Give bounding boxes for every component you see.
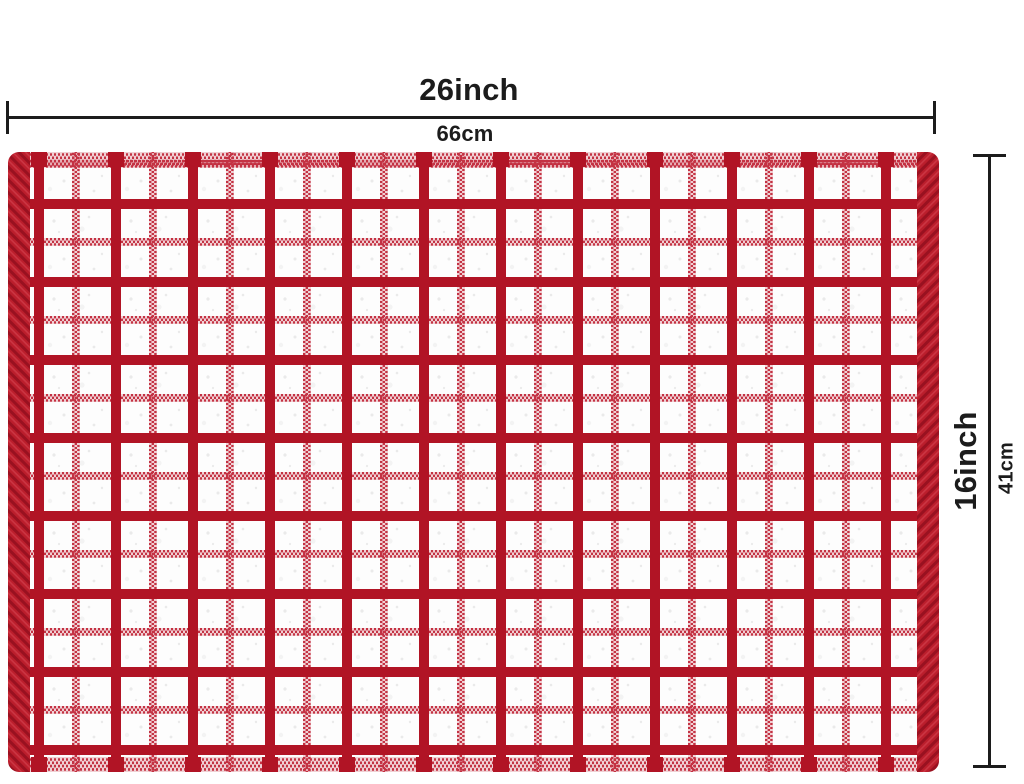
towel-right-selvage — [917, 152, 939, 772]
height-dimension-label-cm: 41cm — [995, 442, 1018, 494]
width-dimension-end-cap-right — [933, 101, 936, 134]
towel-bottom-hem — [30, 757, 917, 772]
height-dimension-end-cap-top — [973, 154, 1006, 157]
height-dimension-line — [988, 154, 991, 768]
towel-left-selvage — [8, 152, 30, 772]
width-dimension-label-inch: 26inch — [419, 72, 519, 107]
towel-checkered-pattern — [8, 152, 939, 772]
width-dimension-line — [7, 116, 935, 119]
towel-top-hem — [30, 152, 917, 167]
height-dimension-label-inch: 16inch — [948, 411, 983, 511]
towel-check-field — [30, 152, 917, 772]
height-dimension-end-cap-bottom — [973, 765, 1006, 768]
width-dimension-label-cm: 66cm — [436, 121, 494, 146]
towel-image — [8, 152, 939, 772]
width-dimension-end-cap-left — [6, 101, 9, 134]
